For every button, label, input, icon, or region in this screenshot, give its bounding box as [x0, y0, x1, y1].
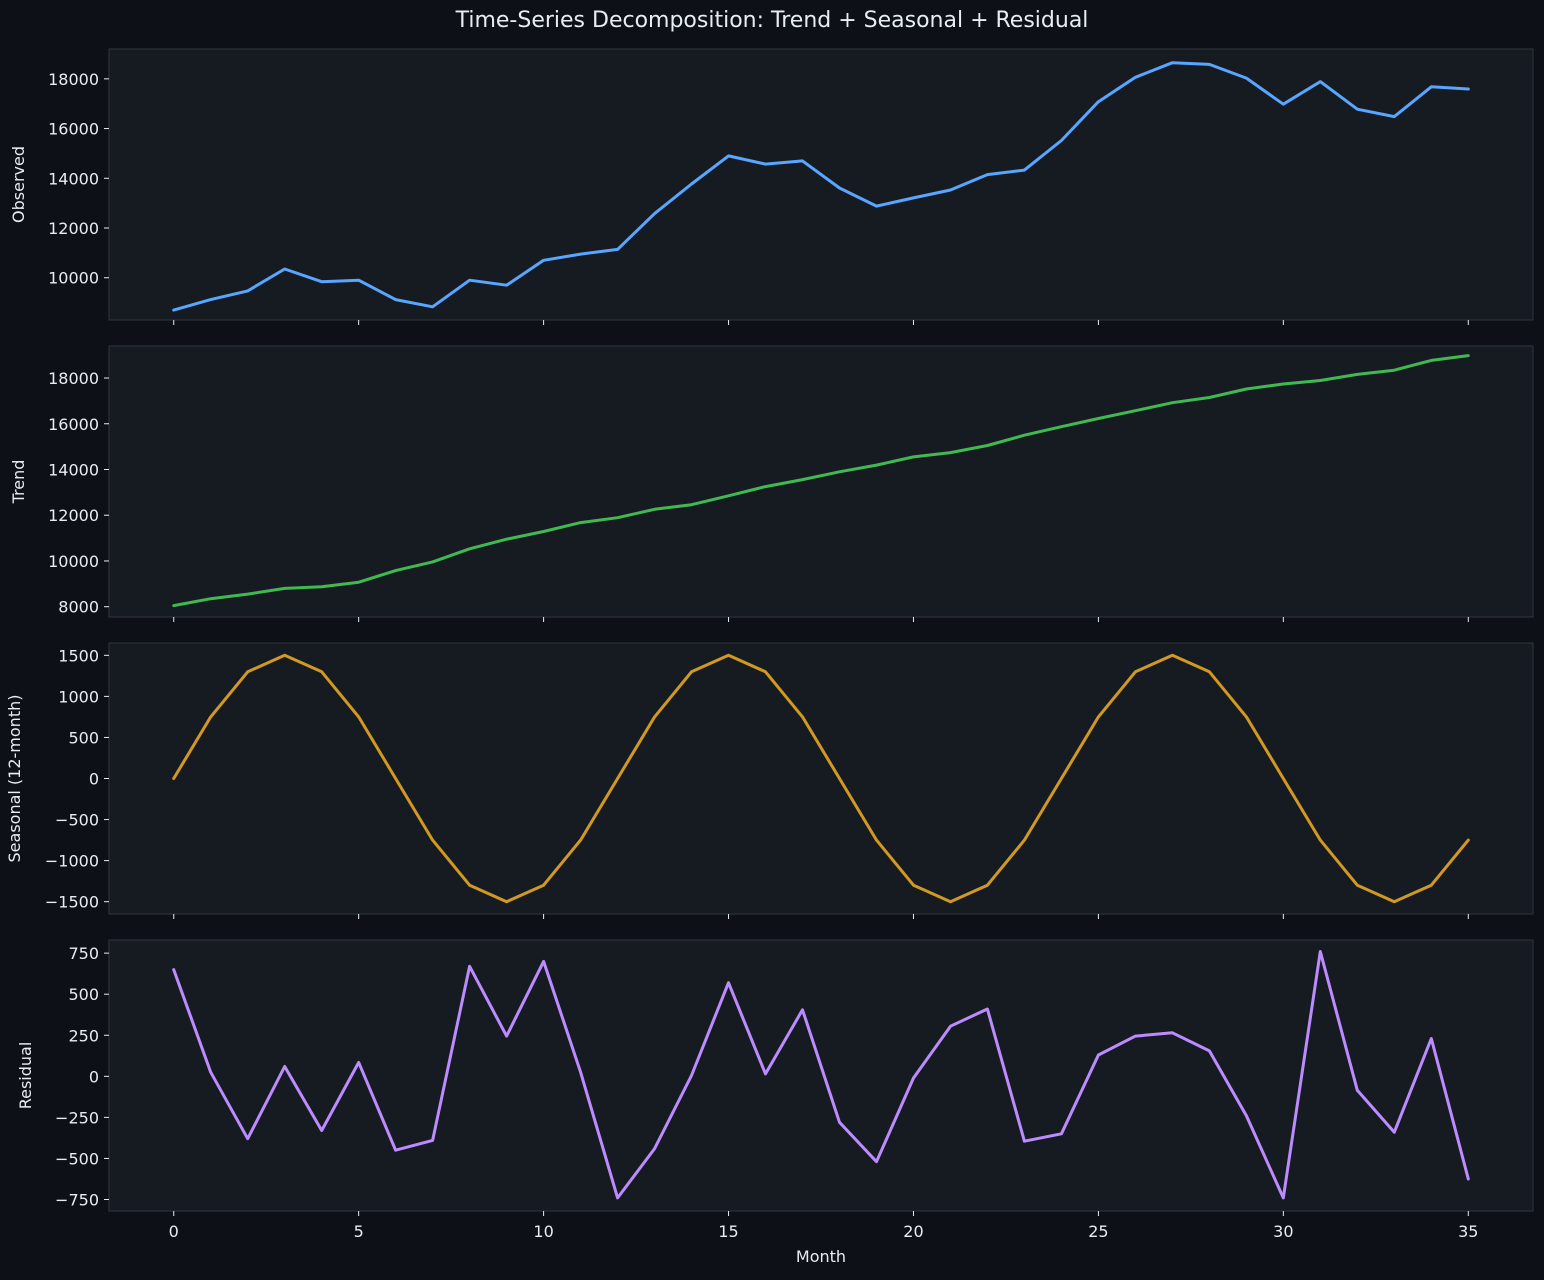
residual-ytick-label: −250: [55, 1108, 99, 1127]
residual-ytick-label: −750: [55, 1191, 99, 1210]
residual-series-line: [172, 950, 1470, 1200]
residual-ylabel: Residual: [16, 1042, 35, 1110]
xtick-label: 35: [1458, 1222, 1478, 1241]
residual-panel: −750 −500 −250 0 250 500 750 0 5 10 15 20 25 30 35 Resi…: [16, 939, 1534, 1241]
observed-ytick-label: 14000: [48, 169, 99, 188]
seasonal-ytick-label: 0: [89, 770, 99, 789]
xtick-label: 10: [533, 1222, 553, 1241]
trend-ytick-label: 8000: [58, 598, 99, 617]
seasonal-ytick-label: 1000: [58, 687, 99, 706]
trend-ytick-label: 10000: [48, 552, 99, 571]
xtick-label: 0: [169, 1222, 179, 1241]
seasonal-ytick-label: −1000: [45, 852, 99, 871]
observed-ytick-label: 12000: [48, 219, 99, 238]
trend-ytick-label: 18000: [48, 369, 99, 388]
observed-ytick-label: 10000: [48, 269, 99, 288]
xlabel: Month: [796, 1247, 846, 1266]
residual-ytick-label: 0: [89, 1067, 99, 1086]
observed-series-line: [172, 61, 1470, 312]
seasonal-series-line: [172, 653, 1470, 904]
trend-ytick-label: 12000: [48, 506, 99, 525]
trend-ylabel: Trend: [9, 460, 28, 505]
seasonal-ytick-label: 1500: [58, 646, 99, 665]
xtick-label: 25: [1088, 1222, 1108, 1241]
residual-ytick-label: 500: [68, 985, 99, 1004]
trend-ytick-label: 16000: [48, 415, 99, 434]
residual-ytick-label: −500: [55, 1149, 99, 1168]
observed-panel: 10000 12000 14000 16000 18000 Observed: [9, 48, 1534, 325]
observed-ytick-label: 18000: [48, 70, 99, 89]
figure-title: Time-Series Decomposition: Trend + Seaso…: [455, 8, 1089, 33]
trend-series-line: [172, 354, 1470, 608]
seasonal-ytick-label: −1500: [45, 893, 99, 912]
trend-plot-area: [108, 345, 1534, 618]
observed-plot-area: [108, 48, 1534, 321]
trend-ytick-label: 14000: [48, 460, 99, 479]
observed-ylabel: Observed: [9, 146, 28, 223]
seasonal-ytick-label: 500: [68, 728, 99, 747]
seasonal-ytick-label: −500: [55, 811, 99, 830]
seasonal-ylabel: Seasonal (12-month): [5, 695, 24, 863]
xtick-label: 5: [354, 1222, 364, 1241]
seasonal-plot-area: [108, 642, 1534, 915]
seasonal-panel: −1500 −1000 −500 0 500 1000 1500 Seasonal (12-m…: [5, 642, 1534, 919]
trend-panel: 8000 10000 12000 14000 16000 18000 Trend: [9, 345, 1534, 622]
residual-plot-area: [108, 939, 1534, 1212]
observed-ytick-label: 16000: [48, 120, 99, 139]
xtick-label: 30: [1273, 1222, 1293, 1241]
xtick-label: 20: [903, 1222, 923, 1241]
xtick-label: 15: [718, 1222, 738, 1241]
residual-ytick-label: 250: [68, 1026, 99, 1045]
residual-ytick-label: 750: [68, 944, 99, 963]
